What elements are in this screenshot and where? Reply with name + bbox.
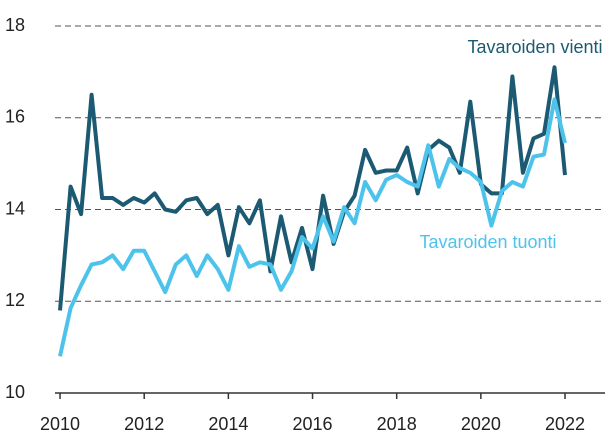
x-tick-label: 2018: [377, 414, 417, 434]
series-line: [58, 65, 567, 311]
x-tick-label: 2020: [461, 414, 501, 434]
series-line: [58, 97, 567, 357]
x-tick-label: 2016: [293, 414, 333, 434]
series-label: Tavaroiden tuonti: [419, 232, 556, 252]
x-tick-label: 2022: [545, 414, 585, 434]
y-tick-label: 10: [5, 382, 25, 402]
y-tick-label: 16: [5, 107, 25, 127]
x-tick-label: 2010: [40, 414, 80, 434]
y-tick-label: 14: [5, 198, 25, 218]
x-tick-label: 2012: [124, 414, 164, 434]
y-tick-label: 18: [5, 15, 25, 35]
y-tick-label: 12: [5, 290, 25, 310]
x-tick-label: 2014: [208, 414, 248, 434]
series-label: Tavaroiden vienti: [467, 37, 602, 57]
